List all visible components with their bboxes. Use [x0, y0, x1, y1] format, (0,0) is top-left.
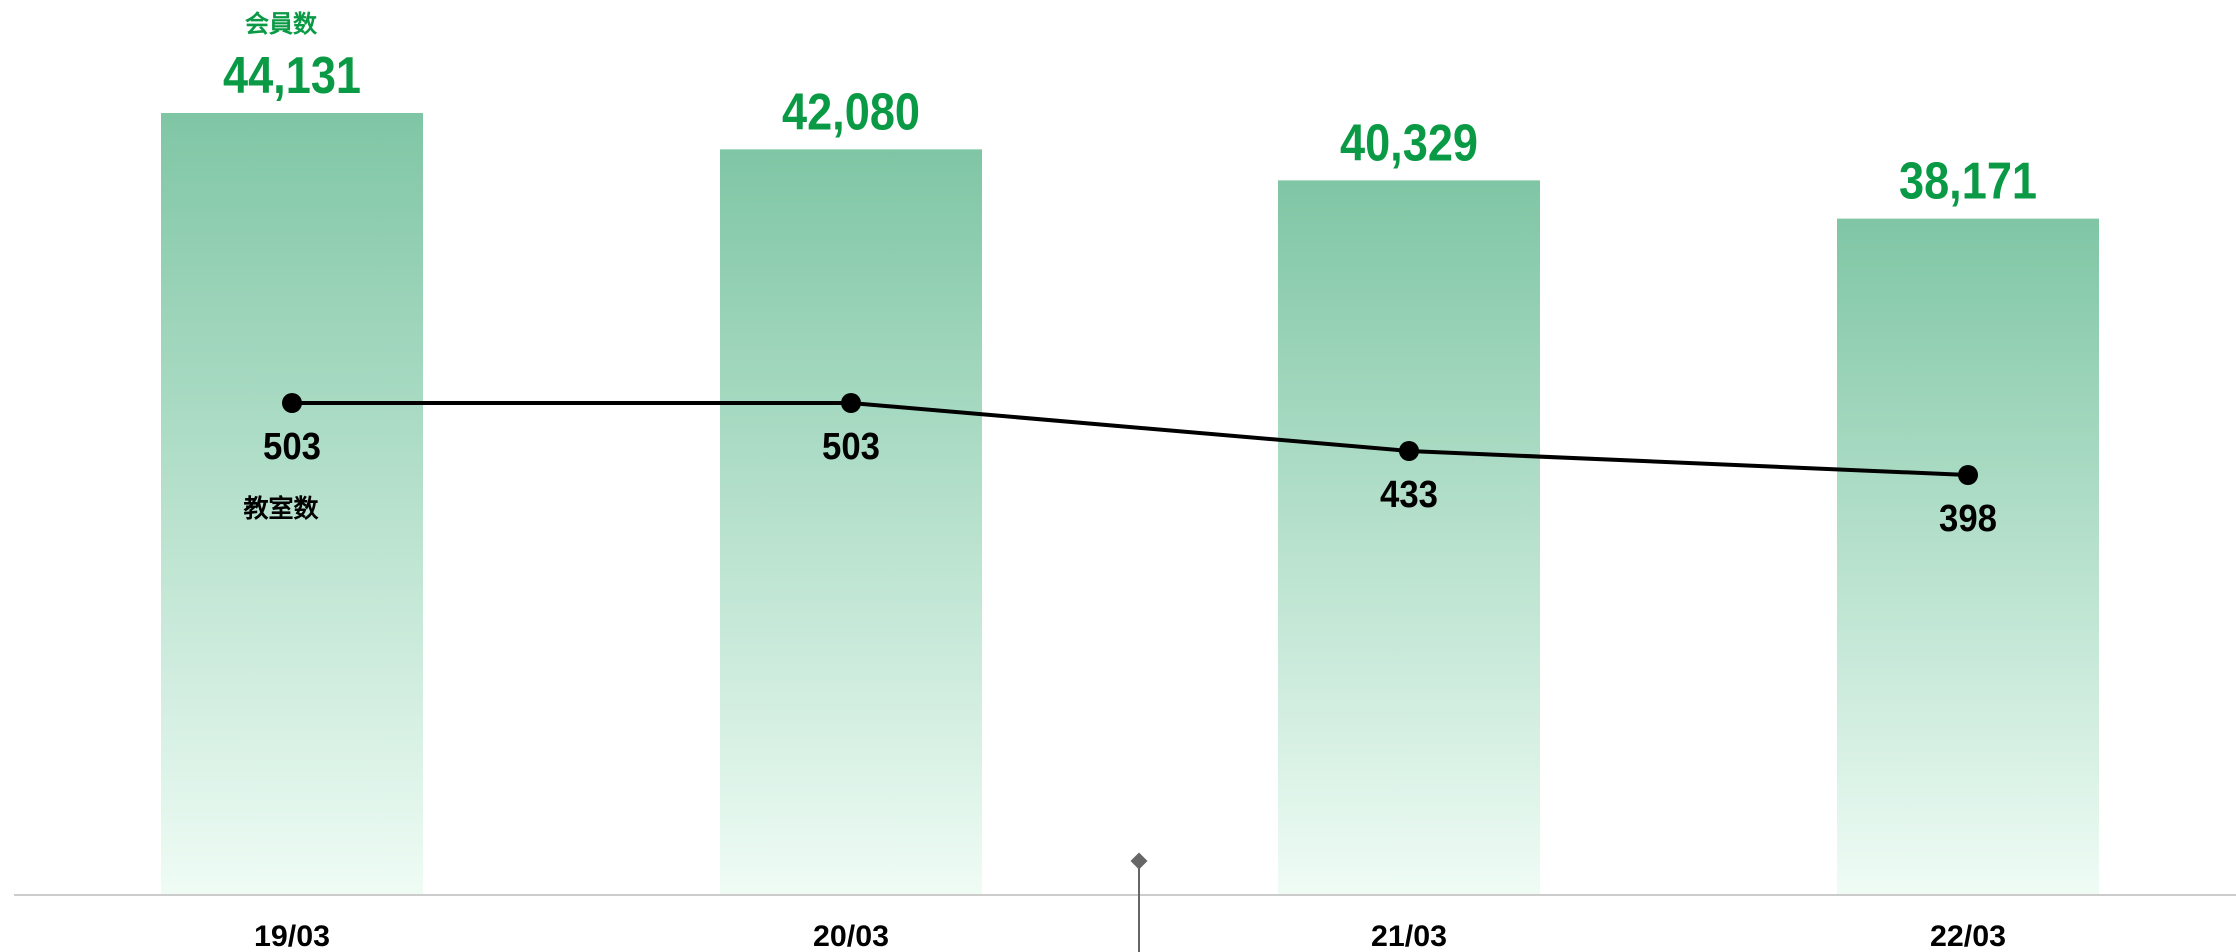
line-point [1399, 440, 1419, 461]
line-point [282, 393, 302, 413]
line-value-label: 503 [263, 426, 321, 468]
x-tick-label: 21/03 [1371, 920, 1447, 952]
x-tick-label: 19/03 [254, 920, 330, 952]
labels: 44,131 42,080 40,329 38,171 503 503 433 398 [223, 47, 2037, 540]
member-series-label: 会員数 [245, 10, 318, 38]
line-value-label: 433 [1380, 474, 1438, 516]
bar-value-label: 40,329 [1340, 114, 1478, 172]
line-point [1958, 464, 1978, 485]
x-tick-label: 20/03 [813, 920, 889, 952]
x-axis-labels: 19/03 20/03 21/03 22/03 [254, 920, 2006, 952]
bar-value-label: 42,080 [782, 83, 920, 141]
line-value-label: 503 [822, 426, 880, 468]
classroom-series-label: 教室数 [243, 494, 319, 523]
bar-value-label: 44,131 [223, 47, 361, 105]
x-tick-label: 22/03 [1930, 920, 2006, 952]
line-series [282, 393, 1978, 485]
bar-22-03 [1837, 218, 2099, 895]
classroom-line [292, 401, 1969, 477]
bar-19-03 [161, 113, 423, 895]
line-value-label: 398 [1939, 498, 1997, 540]
line-point [841, 393, 861, 413]
bar-21-03 [1278, 180, 1540, 895]
bar-value-label: 38,171 [1899, 153, 2037, 211]
divider-marker-diamond [1130, 852, 1148, 870]
bars [161, 113, 2099, 896]
bar-20-03 [720, 149, 982, 896]
